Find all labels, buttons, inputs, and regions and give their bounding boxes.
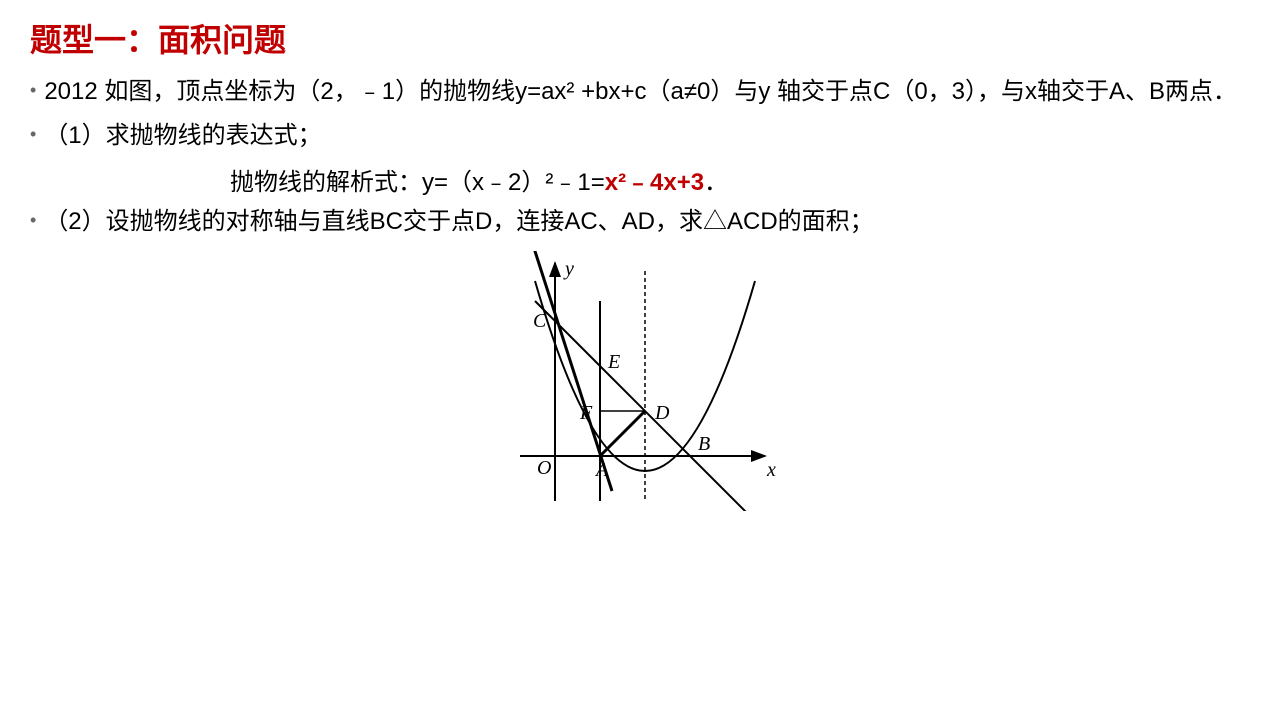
problem-line: • 2012 如图，顶点坐标为（2，﹣1）的抛物线y=ax² +bx+c（a≠0…	[30, 73, 1250, 111]
bullet-icon: •	[30, 117, 36, 155]
question2-line: • （2）设抛物线的对称轴与直线BC交于点D，连接AC、AD，求△ACD的面积；	[30, 203, 1250, 241]
svg-text:C: C	[533, 310, 547, 332]
svg-text:B: B	[698, 433, 710, 455]
q2-text: （2）设抛物线的对称轴与直线BC交于点D，连接AC、AD，求△ACD的面积；	[44, 203, 1250, 241]
bullet-icon: •	[30, 73, 36, 111]
q1-text: （1）求抛物线的表达式；	[44, 117, 1250, 155]
solution-suffix: ．	[704, 169, 728, 196]
question1-line: • （1）求抛物线的表达式；	[30, 117, 1250, 155]
solution-prefix: 抛物线的解析式：y=（x﹣2）²﹣1=	[230, 169, 605, 196]
figure-container: x y O A B C D E F	[30, 251, 1250, 516]
parabola-figure: x y O A B C D E F	[500, 251, 780, 516]
bullet-icon: •	[30, 203, 36, 241]
page-title: 题型一：面积问题	[30, 15, 1250, 61]
svg-text:F: F	[579, 402, 593, 424]
svg-text:y: y	[563, 258, 574, 280]
svg-text:D: D	[654, 402, 670, 424]
svg-text:x: x	[766, 459, 776, 481]
problem-text: 2012 如图，顶点坐标为（2，﹣1）的抛物线y=ax² +bx+c（a≠0）与…	[44, 73, 1250, 111]
solution-highlight: x²﹣4x+3	[605, 169, 704, 196]
svg-text:O: O	[537, 457, 551, 479]
svg-text:A: A	[594, 459, 609, 481]
svg-text:E: E	[607, 351, 620, 373]
title-text: 题型一：面积问题	[30, 22, 286, 58]
solution-line: 抛物线的解析式：y=（x﹣2）²﹣1=x²﹣4x+3．	[230, 162, 1250, 197]
figure-svg: x y O A B C D E F	[500, 251, 780, 511]
